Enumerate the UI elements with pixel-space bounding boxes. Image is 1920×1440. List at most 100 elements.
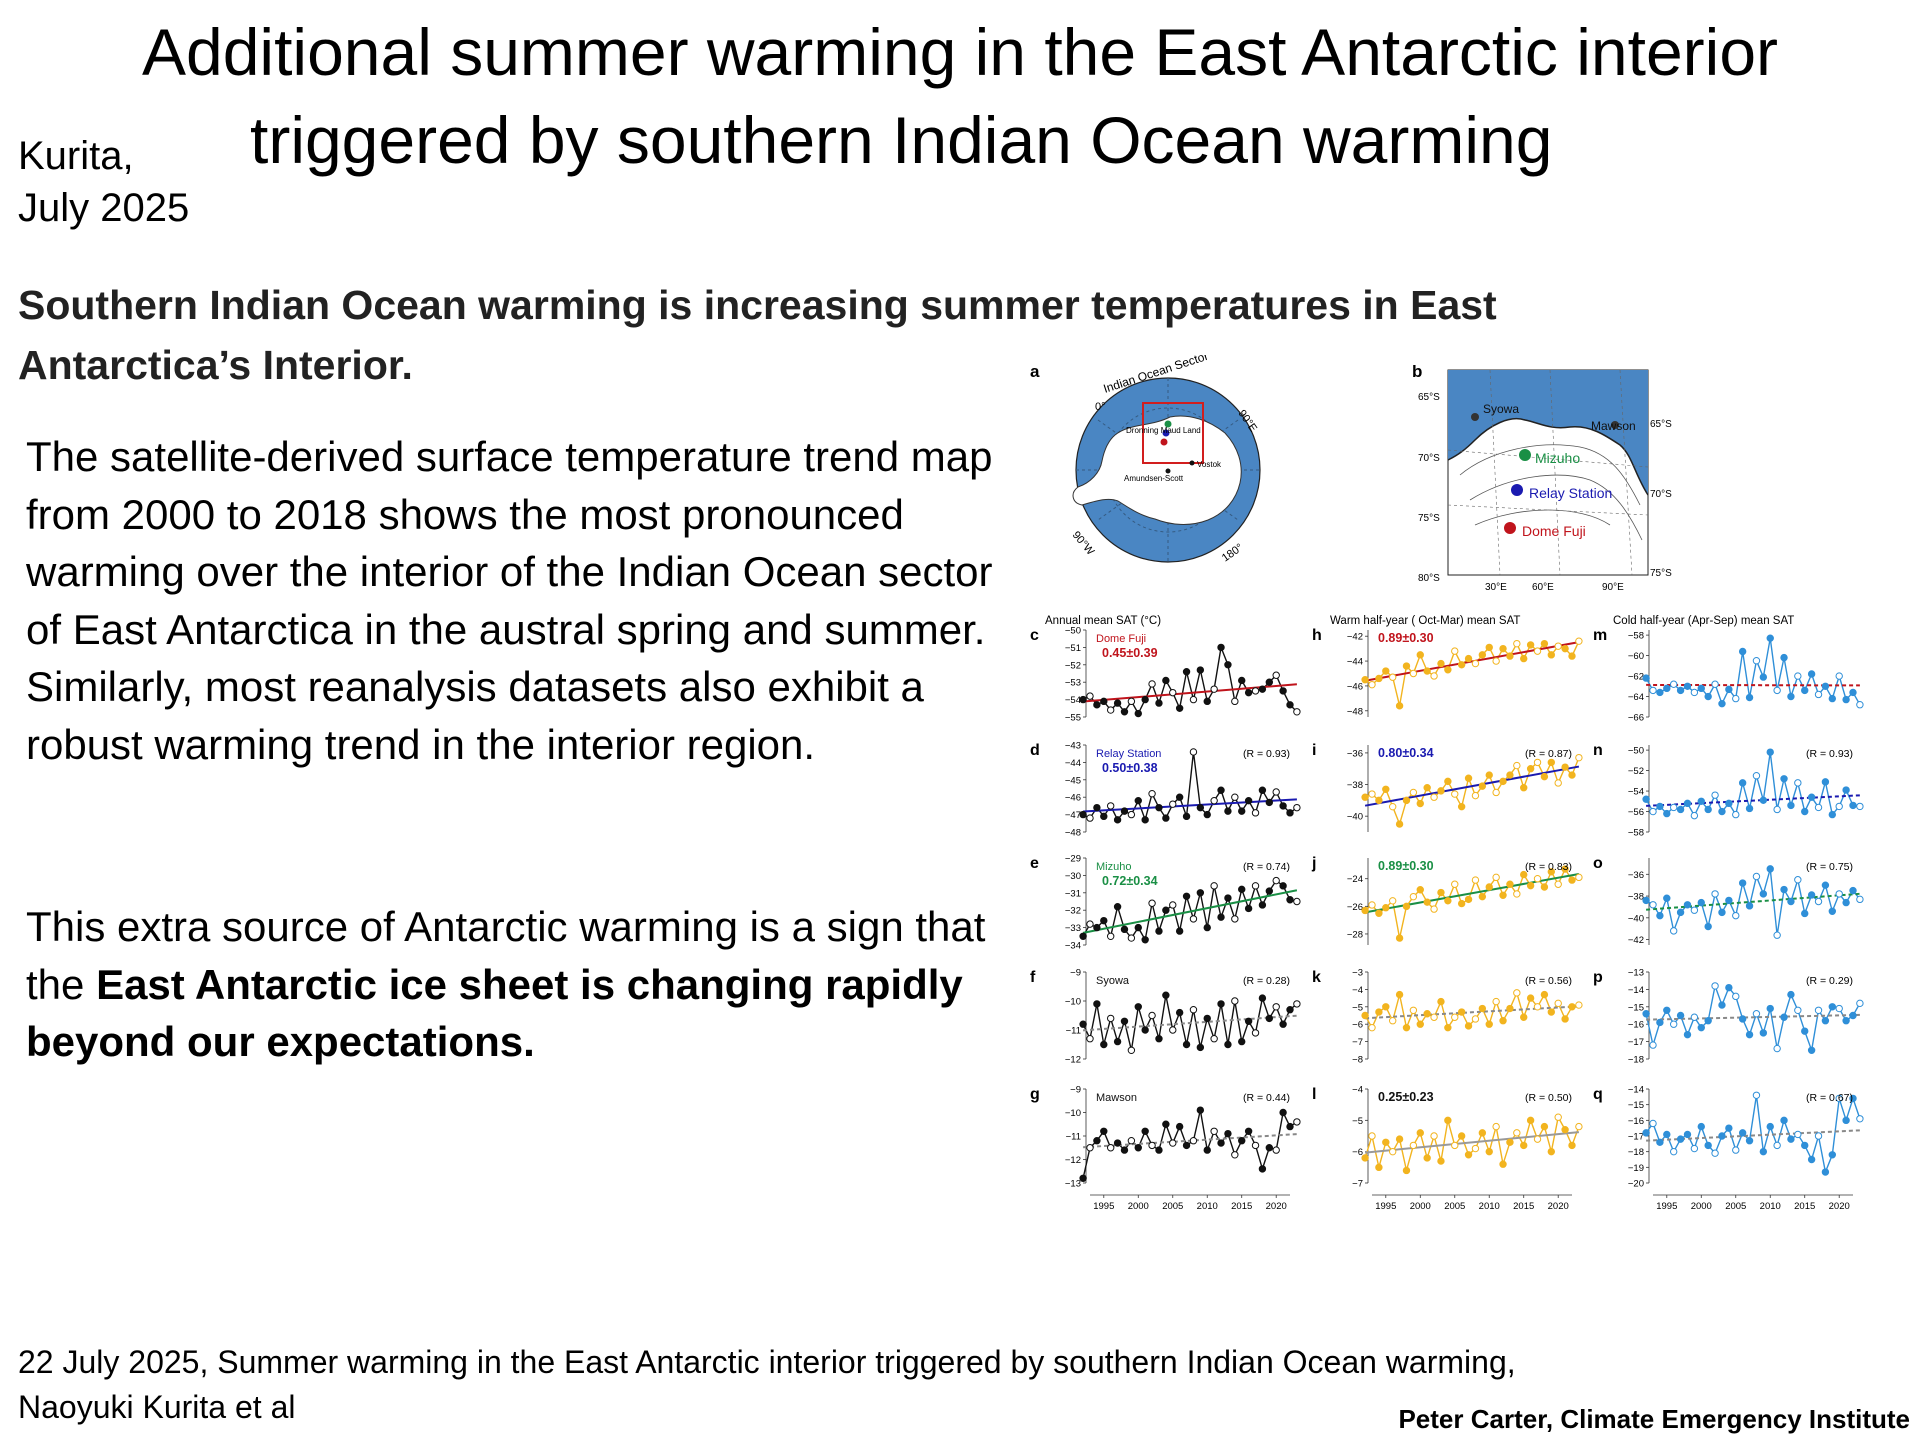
data-point bbox=[1368, 901, 1376, 909]
data-point bbox=[1663, 894, 1671, 902]
data-point bbox=[1499, 891, 1507, 899]
trend-line bbox=[1646, 892, 1860, 911]
data-point bbox=[1451, 880, 1459, 888]
x-tick-label: 2015 bbox=[1513, 1201, 1534, 1212]
data-point bbox=[1766, 1122, 1774, 1131]
data-point bbox=[1175, 793, 1184, 801]
data-point bbox=[1175, 1122, 1184, 1131]
data-point bbox=[1649, 1119, 1657, 1128]
data-point bbox=[1766, 1004, 1774, 1013]
y-tick-label: −30 bbox=[1065, 871, 1081, 882]
y-tick-label: −15 bbox=[1628, 1100, 1644, 1111]
data-point bbox=[1293, 1118, 1301, 1126]
data-point bbox=[1506, 1004, 1514, 1013]
data-point bbox=[1375, 1163, 1383, 1172]
data-point bbox=[1506, 771, 1514, 779]
citation-line-1: 22 July 2025, Summer warming in the East… bbox=[18, 1344, 1516, 1380]
region-label: Dronning Maud Land bbox=[1126, 426, 1201, 435]
lat-label-right: 75°S bbox=[1650, 568, 1672, 579]
data-point bbox=[1182, 1141, 1191, 1150]
panel-m: m −58 −60 −62 −64 −66 bbox=[1593, 627, 1864, 724]
data-point bbox=[1093, 923, 1101, 932]
data-point bbox=[1430, 793, 1438, 801]
data-point bbox=[1409, 1141, 1418, 1150]
data-point bbox=[1807, 670, 1816, 678]
data-point bbox=[1773, 1044, 1781, 1053]
trend-line bbox=[1646, 794, 1860, 807]
study-region-box bbox=[1142, 402, 1204, 464]
panel-o: o −36 −38 −40 −42 (R = 0.75) bbox=[1593, 855, 1864, 946]
data-point bbox=[1120, 1017, 1129, 1025]
data-point bbox=[1120, 925, 1129, 934]
data-point bbox=[1196, 1106, 1205, 1114]
data-point bbox=[1814, 1006, 1823, 1014]
trend-label: 0.89±0.30 bbox=[1378, 859, 1434, 873]
data-point bbox=[1196, 889, 1205, 897]
lat-label: 70°S bbox=[1418, 453, 1440, 464]
data-point bbox=[1444, 777, 1452, 786]
data-point bbox=[1402, 1023, 1411, 1032]
y-tick-label: −14 bbox=[1628, 1085, 1644, 1096]
panel-k: k −3 −4 −5 −6 −7 −8 (R = 0.56) bbox=[1312, 968, 1583, 1066]
data-point bbox=[1807, 793, 1816, 801]
trend-line bbox=[1082, 889, 1298, 934]
slide-title-line2: triggered by southern Indian Ocean warmi… bbox=[250, 103, 1553, 177]
y-tick-label: −62 bbox=[1628, 672, 1644, 683]
data-point bbox=[1759, 673, 1768, 681]
data-point bbox=[1079, 1020, 1087, 1028]
data-point bbox=[1258, 994, 1267, 1002]
data-point bbox=[1711, 982, 1719, 990]
y-tick-label: −11 bbox=[1066, 1132, 1081, 1143]
data-point bbox=[1856, 802, 1864, 811]
data-point bbox=[1485, 771, 1493, 779]
trend-line bbox=[1083, 798, 1297, 813]
x-tick-label: 2010 bbox=[1197, 1201, 1218, 1212]
lon-label-180: 180° bbox=[1220, 542, 1246, 565]
data-point bbox=[1561, 1126, 1569, 1134]
data-point bbox=[1828, 694, 1837, 703]
data-point bbox=[1196, 666, 1205, 674]
y-tick-label: −28 bbox=[1347, 929, 1363, 940]
data-point bbox=[1485, 883, 1493, 891]
data-point bbox=[1416, 651, 1424, 659]
data-point bbox=[1513, 890, 1521, 898]
data-point bbox=[1134, 923, 1142, 932]
y-tick-label: −55 bbox=[1065, 713, 1081, 724]
data-point bbox=[1718, 1001, 1726, 1009]
data-point bbox=[1169, 901, 1177, 909]
data-point bbox=[1478, 782, 1487, 790]
y-tick-label: −24 bbox=[1347, 874, 1363, 885]
data-point bbox=[1238, 1037, 1246, 1046]
data-point bbox=[1106, 932, 1115, 940]
y-tick-label: −44 bbox=[1065, 758, 1081, 769]
column-title-annual: Annual mean SAT (°C) bbox=[1045, 615, 1161, 627]
data-point bbox=[1120, 708, 1129, 716]
data-point bbox=[1575, 637, 1583, 645]
x-tick-label: 2020 bbox=[1829, 1201, 1850, 1212]
y-tick-label: −4 bbox=[1352, 985, 1363, 996]
data-point bbox=[1568, 1141, 1576, 1150]
trend-line bbox=[1365, 1005, 1579, 1020]
y-tick-label: −7 bbox=[1352, 1179, 1363, 1190]
data-point bbox=[1547, 651, 1556, 659]
data-point bbox=[1086, 1144, 1094, 1152]
data-point bbox=[1244, 904, 1253, 913]
data-point bbox=[1175, 1008, 1184, 1017]
series-line bbox=[1364, 757, 1580, 827]
data-point bbox=[1100, 697, 1108, 706]
data-point bbox=[1113, 1139, 1122, 1147]
data-point bbox=[1787, 990, 1795, 999]
panel-p: p −13 −14 −15 −16 −17 −18 (R = 0.29) bbox=[1593, 968, 1864, 1066]
data-point bbox=[1244, 1017, 1253, 1025]
data-point bbox=[1842, 695, 1850, 704]
data-point bbox=[1856, 895, 1864, 904]
lat-label: 80°S bbox=[1418, 573, 1440, 584]
data-point bbox=[1575, 753, 1583, 762]
paragraph-2-text: This extra source of Antarctic warming i… bbox=[26, 903, 986, 1008]
column-title-cold: Cold half-year (Apr-Sep) mean SAT bbox=[1613, 615, 1794, 627]
data-point bbox=[1196, 1043, 1205, 1052]
data-point bbox=[1217, 643, 1225, 652]
data-point bbox=[1849, 1011, 1857, 1020]
data-point bbox=[1444, 1116, 1452, 1125]
lon-label: 90°E bbox=[1602, 582, 1624, 593]
